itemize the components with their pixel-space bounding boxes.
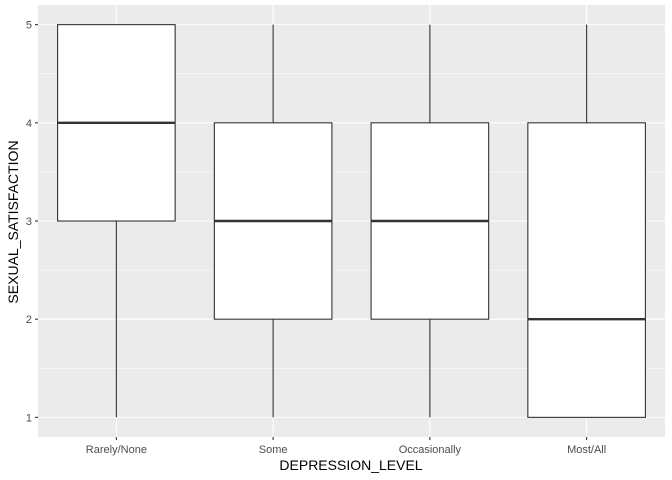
y-tick-label: 3 <box>26 216 32 228</box>
y-axis-ticks: 1 2 3 4 5 <box>26 20 38 424</box>
x-tick-label: Rarely/None <box>86 444 147 456</box>
y-tick-label: 2 <box>26 314 32 326</box>
box-group <box>213 24 333 418</box>
x-tick-label: Occasionally <box>399 444 462 456</box>
x-tick-label: Some <box>259 444 288 456</box>
y-tick-label: 5 <box>26 20 32 32</box>
box-rect <box>527 122 646 418</box>
x-axis-title: DEPRESSION_LEVEL <box>279 457 422 473</box>
y-tick-label: 4 <box>26 118 32 130</box>
box-group <box>370 24 490 418</box>
y-tick-label: 1 <box>26 412 32 424</box>
x-axis-ticks: Rarely/None Some Occasionally Most/All <box>86 437 606 456</box>
x-tick-label: Most/All <box>567 444 606 456</box>
box-group <box>527 24 646 418</box>
y-axis-title: SEXUAL_SATISFACTION <box>5 140 21 303</box>
box-group <box>57 24 176 418</box>
boxes-layer <box>57 24 646 418</box>
